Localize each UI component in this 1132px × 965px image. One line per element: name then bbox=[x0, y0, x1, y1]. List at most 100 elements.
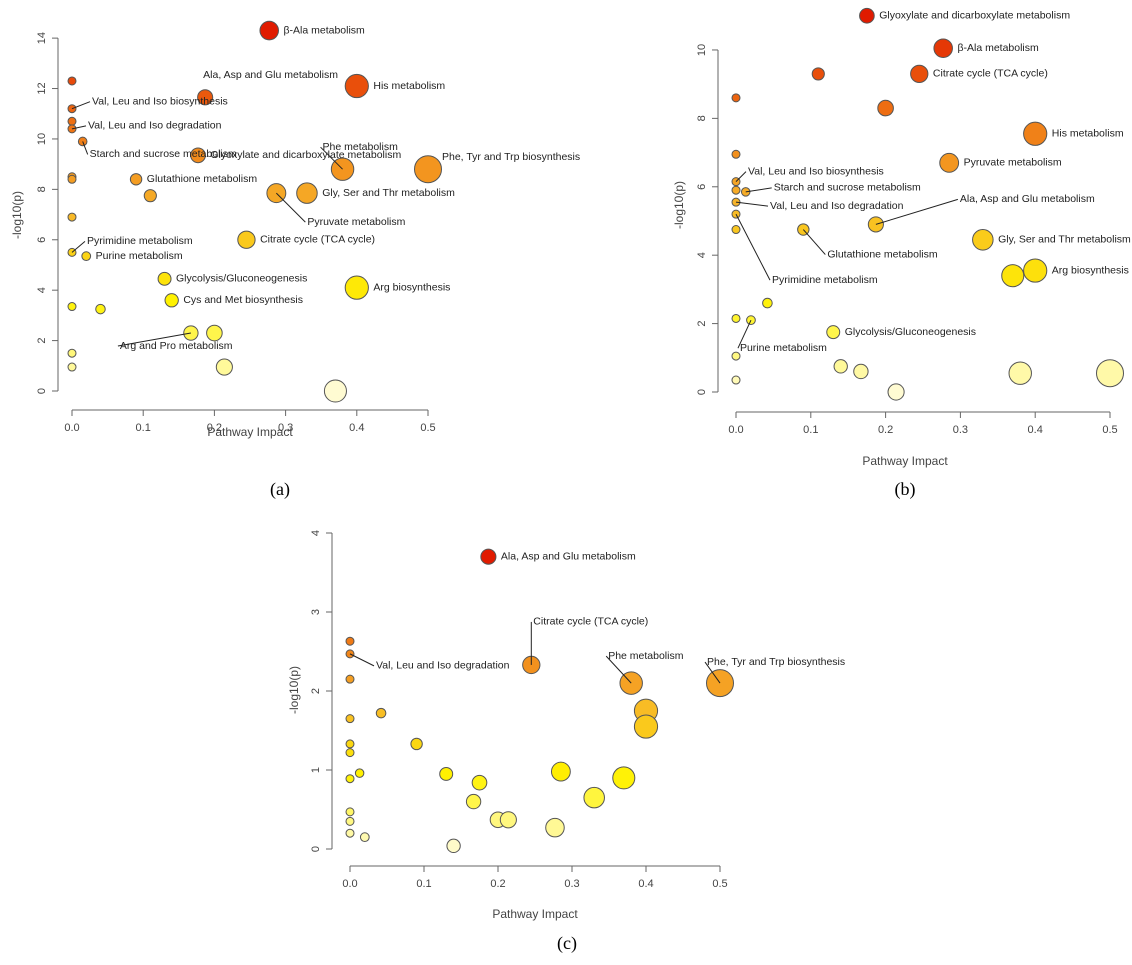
y-tick-label: 1 bbox=[310, 767, 322, 773]
data-point bbox=[237, 230, 256, 249]
data-point bbox=[545, 817, 565, 838]
point-label: Arg biosynthesis bbox=[373, 281, 450, 293]
data-point bbox=[1023, 121, 1048, 146]
leader-line bbox=[117, 332, 191, 347]
y-tick-label: 6 bbox=[696, 184, 708, 190]
panel-label: (c) bbox=[557, 933, 577, 954]
data-point bbox=[731, 313, 741, 323]
x-axis-label: Pathway Impact bbox=[492, 907, 578, 921]
x-tick-label: 0.0 bbox=[728, 424, 743, 436]
point-label: Glutathione metabolism bbox=[147, 173, 258, 185]
data-point bbox=[811, 67, 825, 81]
leader-line bbox=[605, 655, 632, 684]
x-tick-label: 0.1 bbox=[803, 424, 818, 436]
point-label: Purine metabolism bbox=[740, 342, 827, 354]
point-label: Citrate cycle (TCA cycle) bbox=[533, 616, 648, 628]
point-label: Gly, Ser and Thr metabolism bbox=[998, 234, 1131, 246]
data-point bbox=[877, 99, 894, 117]
x-tick-label: 0.2 bbox=[490, 878, 505, 890]
plot-panel: 0.0 0.1 0.2 0.3 0.4 0.5 0 2 4 6 8 10 12 14 Pathway Imp… bbox=[10, 20, 580, 500]
data-point bbox=[550, 761, 571, 782]
panel-label: (b) bbox=[895, 479, 916, 500]
data-point bbox=[354, 768, 365, 778]
point-label: Ala, Asp and Glu metabolism bbox=[960, 193, 1095, 205]
data-point bbox=[762, 297, 773, 309]
data-point bbox=[1023, 258, 1048, 283]
y-axis-label: -log10(p) bbox=[672, 181, 686, 229]
point-label: Val, Leu and Iso degradation bbox=[376, 660, 510, 672]
x-tick-label: 0.4 bbox=[638, 878, 653, 890]
x-tick-label: 0.0 bbox=[342, 878, 357, 890]
data-point bbox=[1096, 359, 1124, 388]
point-label: Pyruvate metabolism bbox=[964, 157, 1062, 169]
data-point bbox=[480, 548, 497, 565]
point-label: Arg and Pro metabolism bbox=[120, 340, 233, 352]
data-point bbox=[499, 811, 517, 829]
data-point bbox=[833, 359, 848, 374]
point-label: Pyrimidine metabolism bbox=[87, 235, 193, 247]
x-tick-label: 0.3 bbox=[564, 878, 579, 890]
data-point bbox=[887, 383, 905, 401]
point-label: Val, Leu and Iso biosynthesis bbox=[748, 165, 884, 177]
y-axis-label: -log10(p) bbox=[10, 191, 24, 239]
data-point bbox=[345, 739, 355, 749]
point-label: Cys and Met biosynthesis bbox=[183, 294, 303, 306]
data-point bbox=[612, 766, 636, 790]
data-point bbox=[731, 149, 741, 159]
point-label: Phe metabolism bbox=[323, 141, 399, 153]
point-label: β-Ala metabolism bbox=[957, 42, 1039, 54]
point-label: Val, Leu and Iso degradation bbox=[88, 120, 222, 132]
leader-line bbox=[802, 229, 826, 255]
data-point bbox=[323, 379, 347, 403]
y-tick-label: 6 bbox=[36, 237, 48, 243]
x-tick-label: 0.4 bbox=[349, 422, 364, 434]
y-tick-label: 0 bbox=[310, 846, 322, 852]
data-point bbox=[446, 838, 461, 854]
leader-line bbox=[737, 319, 752, 349]
point-label: His metabolism bbox=[373, 80, 445, 92]
data-point bbox=[190, 147, 206, 164]
data-point bbox=[164, 293, 179, 308]
data-point bbox=[345, 807, 355, 817]
leader-line bbox=[704, 661, 721, 684]
data-point bbox=[67, 362, 77, 372]
point-label: Citrate cycle (TCA cycle) bbox=[933, 68, 1048, 80]
data-point bbox=[633, 714, 659, 739]
data-point bbox=[853, 363, 869, 380]
data-point bbox=[67, 116, 77, 126]
data-point bbox=[345, 828, 355, 838]
point-label: Citrate cycle (TCA cycle) bbox=[260, 234, 375, 246]
point-label: Glutathione metabolism bbox=[827, 248, 938, 260]
point-label: Starch and sucrose metabolism bbox=[90, 148, 237, 160]
data-point bbox=[972, 229, 994, 251]
point-label: Pyrimidine metabolism bbox=[772, 274, 878, 286]
data-point bbox=[826, 325, 841, 340]
data-point bbox=[465, 793, 482, 810]
data-point bbox=[259, 20, 279, 41]
y-tick-label: 2 bbox=[310, 688, 322, 694]
data-point bbox=[157, 271, 172, 286]
x-tick-label: 0.2 bbox=[878, 424, 893, 436]
data-point bbox=[67, 348, 77, 358]
point-label: Val, Leu and Iso biosynthesis bbox=[92, 95, 228, 107]
data-point bbox=[143, 189, 157, 203]
x-tick-label: 0.4 bbox=[1028, 424, 1043, 436]
leader-line bbox=[71, 125, 87, 130]
data-point bbox=[583, 786, 605, 809]
leader-line bbox=[320, 146, 343, 170]
data-point bbox=[375, 707, 387, 719]
y-tick-label: 0 bbox=[696, 389, 708, 395]
point-label: Val, Leu and Iso degradation bbox=[770, 200, 904, 212]
y-tick-label: 3 bbox=[310, 609, 322, 615]
leader-line bbox=[275, 192, 306, 223]
point-label: Arg biosynthesis bbox=[1052, 264, 1129, 276]
data-point bbox=[129, 173, 143, 186]
data-point bbox=[206, 324, 223, 342]
point-label: Glycolysis/Gluconeogenesis bbox=[845, 326, 976, 338]
x-tick-label: 0.0 bbox=[64, 422, 79, 434]
x-tick-label: 0.3 bbox=[953, 424, 968, 436]
point-label: Glyoxylate and dicarboxylate metabolism bbox=[879, 10, 1070, 22]
x-tick-label: 0.5 bbox=[1102, 424, 1117, 436]
y-tick-label: 4 bbox=[36, 287, 48, 293]
y-tick-label: 8 bbox=[696, 115, 708, 121]
